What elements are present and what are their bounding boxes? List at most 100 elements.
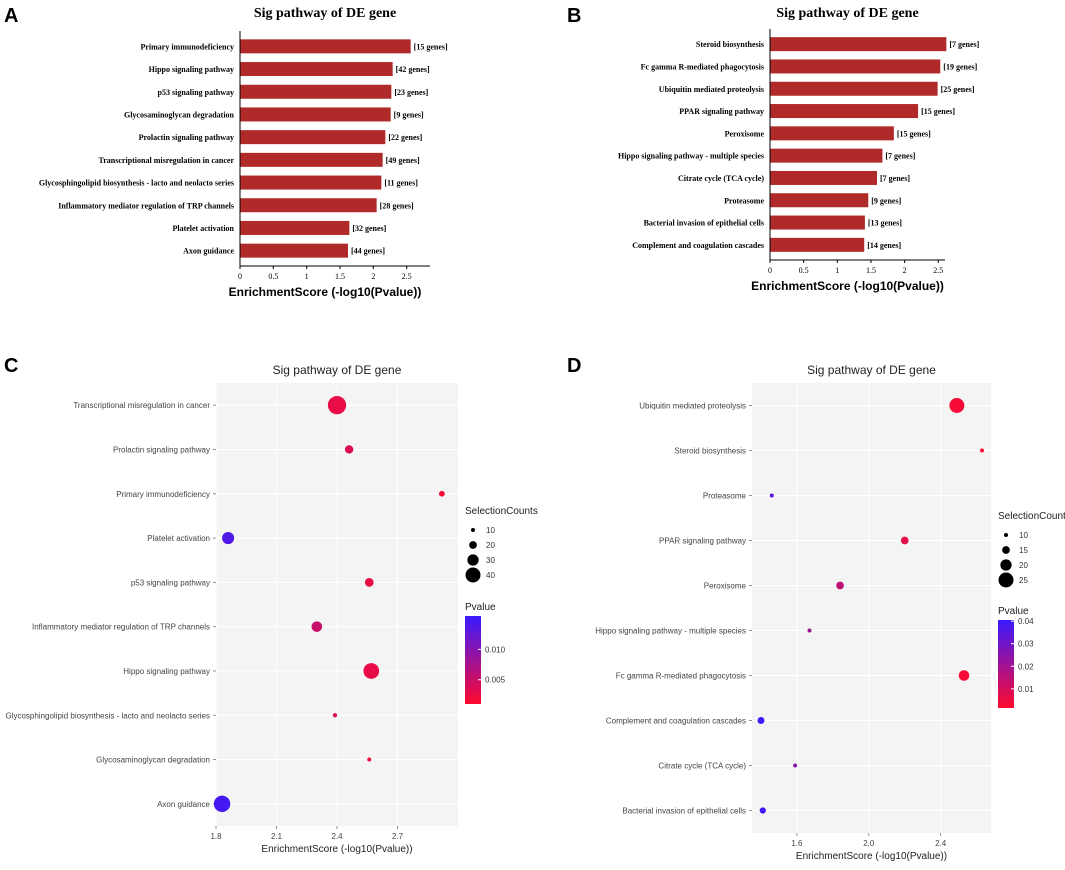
- category-label-transcriptional-misregulation-in-cancer: Transcriptional misregulation in cancer: [73, 401, 210, 410]
- x-tick-label-0-5: 0.5: [799, 266, 809, 275]
- bar-transcriptional-misregulation-in-cancer: [240, 152, 383, 167]
- color-legend-title: Pvalue: [998, 606, 1029, 617]
- category-label-hippo-signaling-pathway: Hippo signaling pathway: [123, 667, 210, 676]
- category-label-complement-and-coagulation-cascades: Complement and coagulation cascades: [606, 717, 746, 726]
- point-steroid-biosynthesis: [980, 448, 985, 453]
- category-label-steroid-biosynthesis: Steroid biosynthesis: [696, 40, 764, 49]
- category-label-bacterial-invasion-of-epithelial-cells: Bacterial invasion of epithelial cells: [622, 807, 746, 816]
- size-legend-label-40: 40: [486, 571, 495, 580]
- point-citrate-cycle-tca-cycle: [793, 763, 798, 768]
- x-tick-label-2-1: 2.1: [271, 832, 283, 841]
- category-label-primary-immunodeficiency: Primary immunodeficiency: [116, 490, 210, 499]
- size-legend-label-10: 10: [1019, 531, 1028, 540]
- x-axis-title: EnrichmentScore (-log10(Pvalue)): [751, 279, 944, 293]
- bar-glycosphingolipid-biosynthesis-lacto-and-neolacto-series: [240, 175, 382, 190]
- gene-count-label-ubiquitin-mediated-proteolysis: [25 genes]: [941, 85, 975, 94]
- point-primary-immunodeficiency: [438, 490, 445, 497]
- point-axon-guidance: [213, 795, 231, 813]
- size-legend-label-15: 15: [1019, 546, 1028, 555]
- point-ubiquitin-mediated-proteolysis: [949, 398, 965, 413]
- category-label-bacterial-invasion-of-epithelial-cells: Bacterial invasion of epithelial cells: [644, 219, 764, 228]
- x-tick-label-2-7: 2.7: [392, 832, 404, 841]
- category-label-axon-guidance: Axon guidance: [183, 247, 234, 256]
- size-legend-key-10: [1004, 533, 1008, 537]
- x-tick-label-0-5: 0.5: [268, 272, 278, 281]
- category-label-transcriptional-misregulation-in-cancer: Transcriptional misregulation in cancer: [99, 156, 235, 165]
- category-label-p53-signaling-pathway: p53 signaling pathway: [158, 88, 234, 97]
- category-label-inflammatory-mediator-regulation-of-trp-channels: Inflammatory mediator regulation of TRP …: [32, 623, 210, 632]
- size-legend-key-10: [471, 528, 475, 532]
- category-label-fc-gamma-r-mediated-phagocytosis: Fc gamma R-mediated phagocytosis: [616, 672, 746, 681]
- point-prolactin-signaling-pathway: [344, 445, 354, 454]
- category-label-peroxisome: Peroxisome: [725, 129, 765, 138]
- x-axis-title: EnrichmentScore (-log10(Pvalue)): [229, 285, 422, 299]
- x-tick-label-2: 2: [903, 266, 907, 275]
- x-tick-label-2-4: 2.4: [331, 832, 343, 841]
- x-tick-label-2-5: 2.5: [402, 272, 412, 281]
- category-label-platelet-activation: Platelet activation: [147, 534, 210, 543]
- bar-platelet-activation: [240, 220, 350, 235]
- gene-count-label-axon-guidance: [44 genes]: [351, 247, 385, 256]
- color-legend-bar: [465, 616, 481, 704]
- color-legend-title: Pvalue: [465, 602, 496, 613]
- chart-title: Sig pathway of DE gene: [776, 6, 918, 21]
- point-hippo-signaling-pathway: [363, 663, 380, 679]
- chart-title: Sig pathway of DE gene: [254, 6, 396, 21]
- size-legend-key-30: [467, 554, 479, 566]
- color-legend-bar: [998, 620, 1014, 708]
- gene-count-label-transcriptional-misregulation-in-cancer: [49 genes]: [386, 156, 420, 165]
- category-label-platelet-activation: Platelet activation: [172, 224, 234, 233]
- bar-ubiquitin-mediated-proteolysis: [770, 81, 938, 96]
- bar-prolactin-signaling-pathway: [240, 130, 386, 145]
- category-label-prolactin-signaling-pathway: Prolactin signaling pathway: [139, 133, 234, 142]
- point-bacterial-invasion-of-epithelial-cells: [759, 807, 766, 814]
- bar-hippo-signaling-pathway-multiple-species: [770, 148, 883, 163]
- category-label-prolactin-signaling-pathway: Prolactin signaling pathway: [113, 445, 210, 454]
- panel-b-bar-chart: Sig pathway of DE gene Steroid biosynthes…: [618, 6, 980, 293]
- bar-complement-and-coagulation-cascades: [770, 237, 865, 252]
- category-label-hippo-signaling-pathway: Hippo signaling pathway: [149, 65, 234, 74]
- x-axis-title: EnrichmentScore (-log10(Pvalue)): [796, 851, 947, 862]
- gene-count-label-inflammatory-mediator-regulation-of-trp-channels: [28 genes]: [380, 201, 414, 210]
- bar-glycosaminoglycan-degradation: [240, 107, 391, 122]
- bar-proteasome: [770, 193, 869, 208]
- bar-fc-gamma-r-mediated-phagocytosis: [770, 59, 941, 74]
- gene-count-label-steroid-biosynthesis: [7 genes]: [949, 40, 979, 49]
- x-tick-label-2: 2: [371, 272, 375, 281]
- size-legend-title: SelectionCounts: [998, 511, 1065, 522]
- point-complement-and-coagulation-cascades: [757, 717, 765, 724]
- category-label-proteasome: Proteasome: [703, 492, 747, 501]
- gene-count-label-primary-immunodeficiency: [15 genes]: [414, 42, 448, 51]
- panel-d-bubble-chart: Ubiquitin mediated proteolysis Steroid bi…: [595, 363, 1065, 862]
- panel-letter-c: C: [4, 355, 18, 377]
- gene-count-label-peroxisome: [15 genes]: [897, 129, 931, 138]
- color-legend-label-0: 0.010: [485, 645, 506, 654]
- gene-count-label-hippo-signaling-pathway: [42 genes]: [396, 65, 430, 74]
- panel-c-bubble-chart: Transcriptional misregulation in cancer P…: [5, 363, 537, 855]
- size-legend-key-20: [1000, 559, 1012, 571]
- color-legend-label-1: 0.03: [1018, 640, 1034, 649]
- x-tick-label-0: 0: [238, 272, 242, 281]
- gene-count-label-p53-signaling-pathway: [23 genes]: [394, 88, 428, 97]
- bar-axon-guidance: [240, 243, 348, 258]
- category-label-peroxisome: Peroxisome: [704, 582, 747, 591]
- panel-letter-a: A: [4, 5, 18, 27]
- category-label-fc-gamma-r-mediated-phagocytosis: Fc gamma R-mediated phagocytosis: [641, 62, 764, 71]
- gene-count-label-hippo-signaling-pathway-multiple-species: [7 genes]: [885, 152, 915, 161]
- gene-count-label-citrate-cycle-tca-cycle: [7 genes]: [880, 174, 910, 183]
- plot-panel-background: [752, 383, 991, 833]
- panel-letter-b: B: [567, 5, 581, 27]
- category-label-p53-signaling-pathway: p53 signaling pathway: [131, 578, 210, 587]
- bar-hippo-signaling-pathway: [240, 62, 393, 77]
- point-ppar-signaling-pathway: [900, 536, 909, 545]
- x-tick-label-2-0: 2.0: [863, 839, 875, 848]
- category-label-glycosaminoglycan-degradation: Glycosaminoglycan degradation: [124, 110, 235, 119]
- x-tick-label-0: 0: [768, 266, 772, 275]
- bar-primary-immunodeficiency: [240, 39, 411, 54]
- gene-count-label-complement-and-coagulation-cascades: [14 genes]: [867, 241, 901, 250]
- category-label-citrate-cycle-tca-cycle: Citrate cycle (TCA cycle): [658, 762, 746, 771]
- gene-count-label-platelet-activation: [32 genes]: [352, 224, 386, 233]
- size-legend-key-20: [469, 541, 477, 549]
- color-legend-label-3: 0.01: [1018, 685, 1034, 694]
